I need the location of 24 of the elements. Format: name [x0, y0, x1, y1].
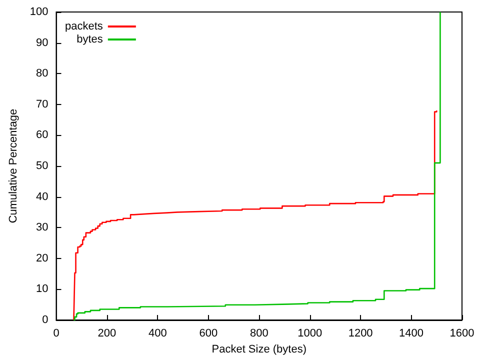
x-tick-label: 0	[53, 328, 60, 340]
y-tick-label: 20	[36, 252, 48, 264]
x-tick-label: 1200	[348, 328, 373, 340]
y-tick-label: 100	[30, 6, 48, 18]
x-axis-title: Packet Size (bytes)	[212, 343, 307, 356]
y-tick-label: 0	[42, 314, 48, 326]
y-tick-label: 30	[36, 222, 48, 234]
x-tick-label: 800	[250, 328, 268, 340]
x-tick-label: 1400	[399, 328, 424, 340]
x-tick-label: 400	[148, 328, 167, 340]
y-tick-label: 10	[36, 283, 48, 296]
y-axis-title: Cumulative Percentage	[8, 108, 20, 224]
y-tick-label: 80	[36, 68, 48, 80]
y-tick-label: 40	[36, 190, 48, 203]
x-tick-label: 200	[98, 328, 116, 340]
y-tick-label: 60	[36, 129, 48, 142]
y-tick-label: 70	[36, 98, 48, 110]
x-tick-label: 600	[199, 328, 218, 340]
y-tick-label: 90	[36, 36, 48, 49]
legend-label: packets	[64, 20, 104, 32]
x-tick-label: 1000	[298, 328, 322, 340]
x-tick-label: 1600	[450, 328, 474, 340]
legend-label: bytes	[76, 34, 104, 46]
y-tick-label: 50	[36, 160, 48, 172]
